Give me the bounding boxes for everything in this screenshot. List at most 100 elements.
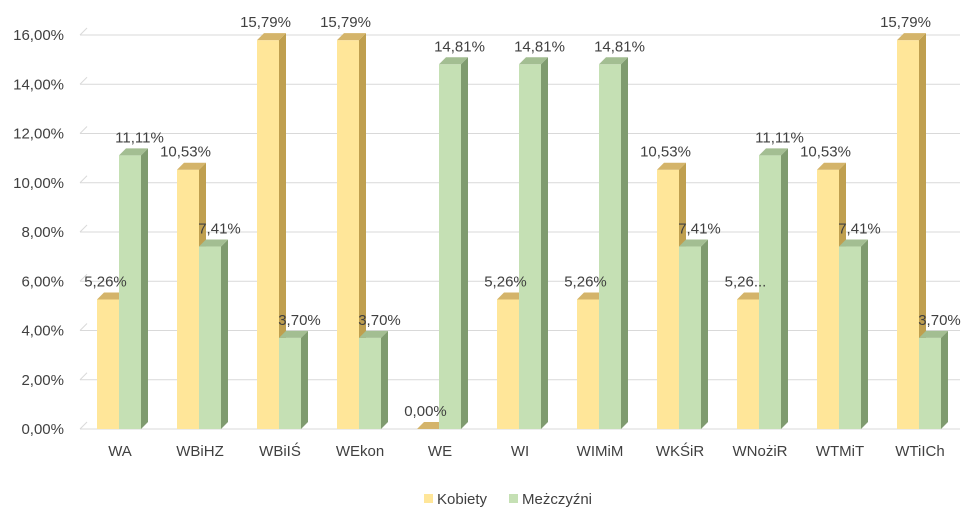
category-label: WA — [108, 443, 132, 460]
legend-item-kobiety: Kobiety — [424, 491, 488, 508]
bar-kobiety — [257, 33, 286, 429]
bar-top — [439, 57, 468, 65]
category-label: WTMiT — [816, 443, 864, 460]
data-label: 5,26% — [84, 273, 127, 290]
bar-front — [97, 299, 119, 429]
bar-mezczyzni — [119, 148, 148, 429]
y-tick-label: 6,00% — [21, 273, 64, 290]
category-label: WI — [511, 443, 529, 460]
bar-front — [439, 64, 461, 430]
data-label: 15,79% — [880, 14, 931, 31]
data-label: 14,81% — [434, 38, 485, 55]
data-label: 5,26% — [484, 273, 527, 290]
data-label: 0,00% — [404, 403, 447, 420]
legend-label: Meżczyźni — [522, 491, 592, 508]
bar-side — [701, 239, 708, 429]
data-label: 10,53% — [160, 144, 211, 161]
gridline-depth — [79, 224, 88, 233]
bar-front — [839, 246, 861, 429]
bar-side — [461, 57, 468, 430]
bar-side — [781, 148, 788, 429]
bar-top — [337, 33, 366, 41]
data-label: 7,41% — [198, 221, 241, 238]
bar-top — [279, 330, 308, 338]
category-label: WE — [428, 443, 452, 460]
bar-front — [519, 64, 541, 430]
bar-front — [119, 155, 141, 429]
bar-front — [497, 299, 519, 429]
bar-kobiety — [897, 33, 926, 429]
y-tick-label: 14,00% — [13, 76, 64, 93]
data-label: 3,70% — [918, 312, 961, 329]
y-tick-label: 2,00% — [21, 372, 64, 389]
data-label: 5,26% — [564, 273, 607, 290]
data-label: 15,79% — [320, 14, 371, 31]
category-label: WIMiM — [577, 443, 624, 460]
x-axis-category-labels: WA WBiHZ WBiIŚ WEkon WE WI WIMiM WKŚiR WNożiR WTM… — [108, 442, 945, 460]
bar-side — [621, 57, 628, 430]
bar-front — [337, 40, 359, 429]
bar-front — [679, 246, 701, 429]
category-label: WKŚiR — [656, 442, 705, 460]
legend-label: Kobiety — [437, 491, 488, 508]
bar-top — [817, 162, 846, 170]
bar-mezczyzni — [759, 148, 788, 429]
bar-front — [737, 299, 759, 429]
bar-top — [737, 292, 766, 300]
y-tick-label: 10,00% — [13, 175, 64, 192]
bar-kobiety — [417, 422, 446, 429]
data-label: 7,41% — [838, 221, 881, 238]
legend: Kobiety Meżczyźni — [424, 491, 592, 508]
data-labels: 5,26%11,11%10,53%7,41%15,79%3,70%15,79%3… — [84, 14, 961, 420]
bar-top — [417, 422, 446, 429]
bar-mezczyzni — [919, 330, 948, 429]
category-label: WBiIŚ — [259, 442, 301, 460]
bar-mezczyzni — [519, 57, 548, 430]
data-label: 15,79% — [240, 14, 291, 31]
category-label: WTiICh — [895, 443, 944, 460]
bar-side — [381, 330, 388, 429]
category-label: WEkon — [336, 443, 384, 460]
bar-side — [221, 239, 228, 429]
data-label: 10,53% — [800, 144, 851, 161]
bar-front — [599, 64, 621, 430]
legend-swatch — [509, 494, 518, 503]
bar-mezczyzni — [199, 239, 228, 429]
bar-mezczyzni — [839, 239, 868, 429]
bar-top — [519, 57, 548, 65]
bar-top — [257, 33, 286, 41]
category-label: WBiHZ — [176, 443, 224, 460]
gridline-depth — [79, 372, 88, 381]
gridline-depth — [79, 273, 88, 282]
bar-front — [919, 337, 941, 429]
bar-top — [199, 239, 228, 247]
y-tick-label: 8,00% — [21, 224, 64, 241]
bar-top — [119, 148, 148, 156]
bar-front — [817, 169, 839, 430]
bar-mezczyzni — [599, 57, 628, 430]
bar-front — [177, 169, 199, 430]
bar-side — [919, 33, 926, 429]
bar-kobiety — [337, 33, 366, 429]
legend-item-mezczyzni: Meżczyźni — [509, 491, 592, 508]
bar-side — [941, 330, 948, 429]
data-label: 5,26... — [725, 273, 767, 290]
bar-front — [759, 155, 781, 429]
bar-top — [599, 57, 628, 65]
bar-top — [897, 33, 926, 41]
bar-top — [759, 148, 788, 156]
bar-top — [177, 162, 206, 170]
bar-side — [301, 330, 308, 429]
bar-front — [577, 299, 599, 429]
bar-side — [359, 33, 366, 429]
bar-top — [919, 330, 948, 338]
bar-mezczyzni — [279, 330, 308, 429]
legend-swatch — [424, 494, 433, 503]
data-label: 11,11% — [755, 129, 804, 146]
y-tick-label: 12,00% — [13, 126, 64, 143]
bar-top — [359, 330, 388, 338]
bar-top — [679, 239, 708, 247]
y-tick-label: 0,00% — [21, 421, 64, 438]
